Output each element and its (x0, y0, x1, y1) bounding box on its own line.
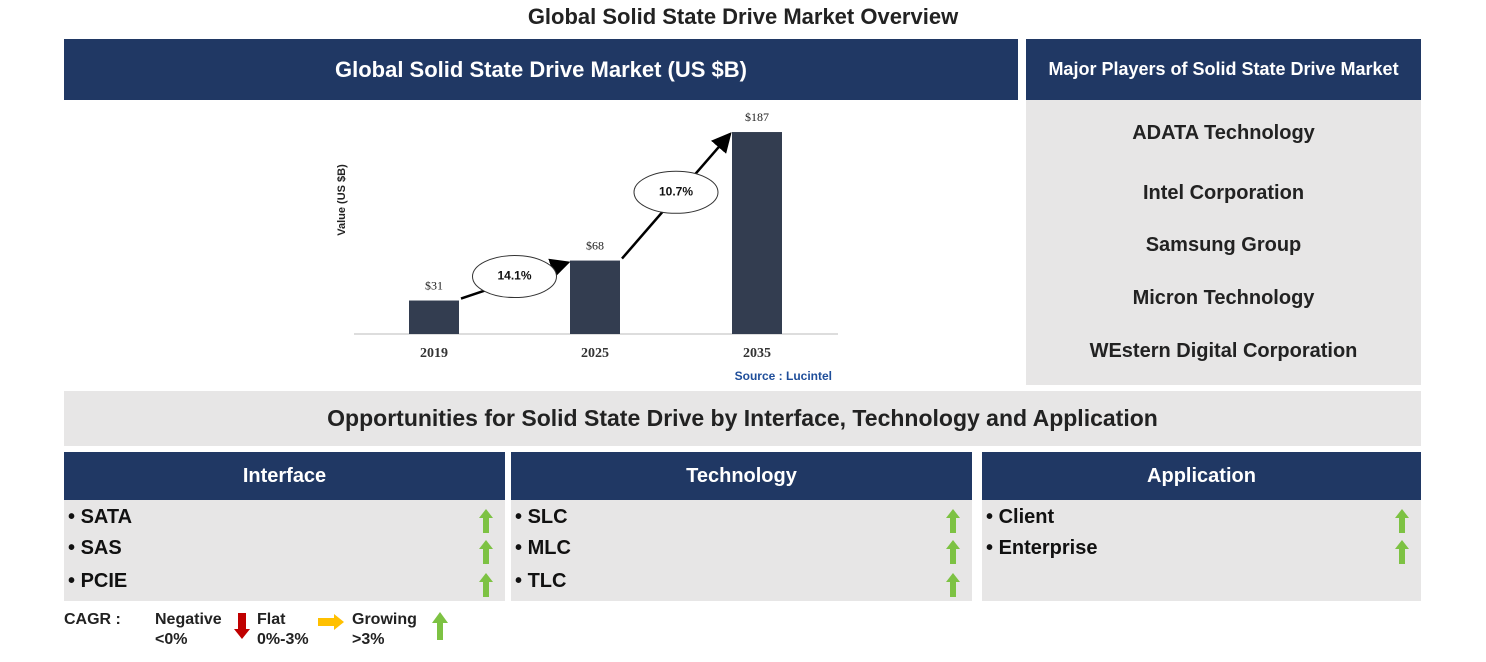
segment-item: Client (986, 506, 1055, 529)
value-label: $31 (425, 278, 443, 292)
column-body: Client Enterprise (982, 500, 1421, 601)
player-name: WEstern Digital Corporation (1089, 340, 1358, 362)
up-arrow-icon (946, 573, 960, 597)
up-arrow-icon (479, 509, 493, 533)
column-header: Application (982, 452, 1421, 500)
legend-range: 0%-3% (257, 631, 309, 648)
segment-item: PCIE (68, 570, 128, 593)
segment-item: SATA (68, 506, 132, 529)
player-name: Samsung Group (1145, 234, 1302, 256)
legend: CAGR : Negative <0% Flat 0%-3% Growing >3% (0, 600, 600, 660)
page-title: Global Solid State Drive Market Overview (527, 4, 959, 29)
value-label: $68 (586, 238, 604, 252)
player-name: Micron Technology (1132, 287, 1315, 309)
x-tick-label: 2025 (581, 346, 609, 361)
y-axis-label: Value (US $B) (336, 164, 348, 236)
segment-item: Enterprise (986, 537, 1098, 560)
segment-item: TLC (515, 570, 567, 593)
players-header: Major Players of Solid State Drive Marke… (1026, 39, 1421, 100)
opportunities-title: Opportunities for Solid State Drive by I… (64, 391, 1421, 446)
segment-item: MLC (515, 537, 571, 560)
legend-name: Negative (155, 611, 222, 628)
column-header: Technology (511, 452, 972, 500)
players-panel: ADATA Technology Intel Corporation Samsung… (1026, 100, 1421, 385)
up-arrow-icon (1395, 509, 1409, 533)
x-tick-label: 2035 (743, 346, 771, 361)
up-arrow-icon (479, 540, 493, 564)
bar (732, 132, 782, 334)
up-arrow-icon (946, 509, 960, 533)
up-arrow-icon (946, 540, 960, 564)
player-name: ADATA Technology (1132, 122, 1315, 144)
legend-range: >3% (352, 631, 385, 648)
up-arrow-icon (479, 573, 493, 597)
player-name: Intel Corporation (1142, 182, 1305, 204)
column-body: SLC MLC TLC (511, 500, 972, 601)
growth-label: 14.1% (497, 269, 531, 283)
segment-item: SAS (68, 537, 122, 560)
legend-icons (234, 612, 448, 640)
legend-label: CAGR : (64, 611, 121, 628)
source-note: Source : Lucintel (735, 369, 832, 383)
bar (570, 260, 620, 334)
bar (409, 300, 459, 334)
chart: Value (US $B) $31 2019 $68 2025 $187 2035 14.1%… (336, 110, 838, 383)
segment-item: SLC (515, 506, 568, 529)
legend-name: Flat (257, 611, 286, 628)
growth-bubble (633, 170, 719, 214)
growth-bubble (472, 255, 557, 299)
value-label: $187 (745, 110, 769, 124)
column-body: SATA SAS PCIE (64, 500, 505, 601)
legend-range: <0% (155, 631, 188, 648)
growth-label: 10.7% (659, 184, 693, 198)
up-arrow-icon (1395, 540, 1409, 564)
x-tick-label: 2019 (420, 346, 448, 361)
chart-panel-header: Global Solid State Drive Market (US $B) (64, 39, 1018, 100)
column-header: Interface (64, 452, 505, 500)
legend-name: Growing (352, 611, 417, 628)
